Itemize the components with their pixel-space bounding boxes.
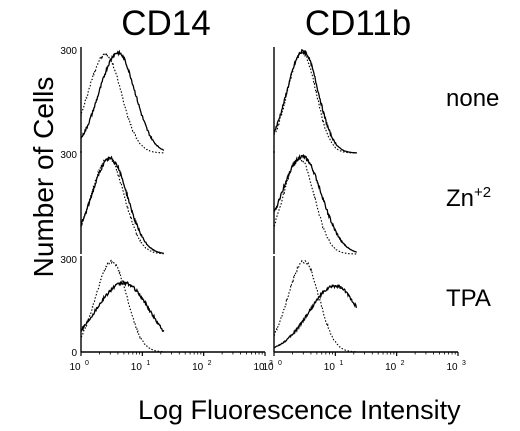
x-tick-exponent-cd11b-tpa-0: 0 — [278, 360, 282, 367]
control-histogram-cd14-zn — [80, 156, 164, 255]
control-histogram-cd14-tpa — [80, 259, 164, 353]
x-tick-exponent-cd14-tpa-1: 1 — [146, 360, 150, 367]
x-tick-label-cd14-tpa-2: 10 — [192, 362, 204, 373]
x-tick-label-cd11b-tpa-2: 10 — [385, 362, 397, 373]
x-tick-exponent-cd11b-tpa-1: 1 — [339, 360, 343, 367]
x-tick-exponent-cd11b-tpa-3: 3 — [462, 360, 466, 367]
x-tick-exponent-cd14-tpa-3: 3 — [269, 360, 273, 367]
y-tick-label-max: 300 — [60, 255, 77, 266]
x-tick-label-cd14-tpa-0: 10 — [69, 362, 81, 373]
column-title-cd11b: CD11b — [304, 4, 412, 43]
x-tick-label-cd11b-tpa-1: 10 — [324, 362, 336, 373]
marker-histogram-cd14-none — [80, 49, 165, 151]
row-label-tpa: TPA — [446, 285, 491, 312]
x-tick-label-cd11b-tpa-0: 10 — [262, 362, 274, 373]
marker-histogram-cd11b-tpa — [273, 283, 357, 349]
row-label-zn-text: Zn — [446, 185, 475, 212]
x-tick-exponent-cd14-tpa-0: 0 — [85, 360, 89, 367]
marker-histogram-cd14-zn — [80, 155, 164, 254]
marker-histogram-cd11b-none — [273, 48, 357, 154]
marker-histogram-cd11b-zn — [273, 153, 357, 253]
y-tick-label-max: 300 — [60, 46, 77, 57]
x-axis-label: Log Fluorescence Intensity — [138, 395, 461, 425]
x-tick-exponent-cd11b-tpa-2: 2 — [401, 360, 405, 367]
control-histogram-cd14-none — [80, 51, 164, 154]
x-tick-exponent-cd14-tpa-2: 2 — [208, 360, 212, 367]
x-tick-label-cd14-tpa-1: 10 — [131, 362, 143, 373]
x-tick-label-cd11b-tpa-3: 10 — [446, 362, 458, 373]
row-label-none: none — [446, 85, 500, 112]
control-histogram-cd11b-tpa — [273, 259, 357, 353]
marker-histogram-cd14-tpa — [80, 279, 165, 333]
x-tick-label-cd14-tpa-3: 10 — [253, 362, 265, 373]
column-title-cd14: CD14 — [121, 4, 211, 43]
y-tick-label-zero: 0 — [71, 348, 77, 359]
control-histogram-cd11b-none — [273, 50, 357, 154]
row-label-zn: Zn+2 — [446, 181, 491, 211]
y-tick-label-max: 300 — [60, 150, 77, 161]
control-histogram-cd11b-zn — [273, 155, 357, 255]
row-label-zn-superscript: +2 — [474, 184, 492, 201]
